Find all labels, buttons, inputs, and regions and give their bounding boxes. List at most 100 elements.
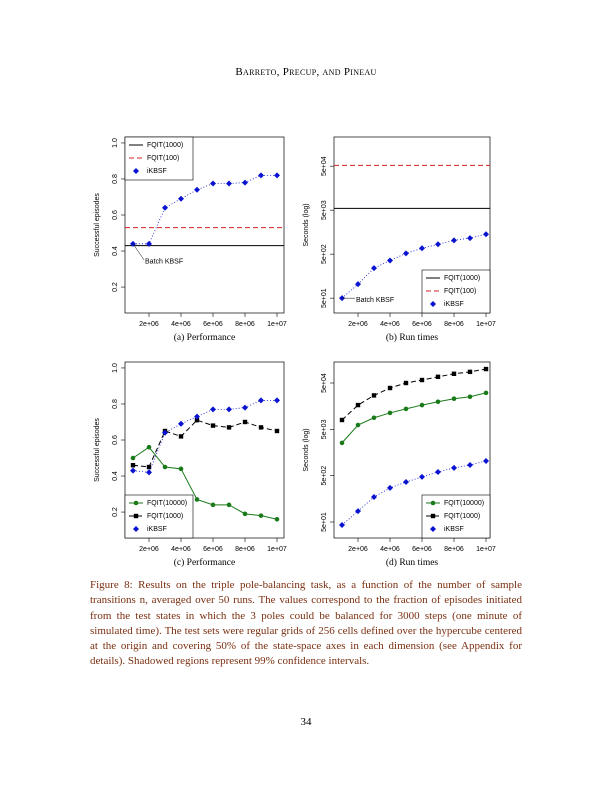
marker: [387, 257, 393, 264]
marker: [226, 502, 232, 508]
y-tick-label: 5e+01: [321, 288, 328, 308]
x-tick-label: 1e+07: [267, 321, 287, 328]
marker: [387, 385, 393, 391]
marker: [371, 265, 377, 272]
marker: [226, 406, 232, 413]
marker: [435, 399, 441, 405]
marker: [162, 429, 168, 436]
subcaption: (c) Performance: [174, 557, 235, 568]
legend-label: FQIT(1000): [147, 142, 183, 149]
marker: [355, 281, 361, 288]
marker: [194, 417, 200, 423]
series-line: [132, 419, 278, 468]
y-tick-label: 0.6: [112, 210, 119, 220]
marker: [403, 406, 409, 412]
marker: [162, 204, 168, 211]
marker: [242, 179, 248, 186]
y-axis-label: Seconds (log): [303, 203, 310, 246]
marker: [146, 444, 152, 450]
marker: [419, 402, 425, 408]
marker: [226, 425, 232, 430]
x-tick-label: 2e+06: [348, 321, 368, 328]
marker: [451, 237, 457, 244]
plot-frame: [333, 136, 491, 314]
legend-label: FQIT(10000): [444, 500, 484, 507]
marker: [403, 479, 409, 486]
marker: [355, 422, 361, 428]
marker: [274, 516, 280, 522]
marker: [355, 402, 361, 408]
marker: [242, 419, 248, 425]
y-tick-label: 5e+03: [321, 200, 328, 220]
legend-label: FQIT(10000): [147, 500, 187, 507]
figure-caption: Figure 8: Results on the triple pole-bal…: [90, 579, 522, 668]
legend-label: FQIT(1000): [444, 513, 480, 520]
marker: [178, 466, 184, 472]
y-tick-label: 0.8: [112, 174, 119, 184]
x-tick-label: 4e+06: [171, 546, 191, 553]
y-tick-label: 5e+04: [321, 373, 328, 393]
marker: [435, 241, 441, 248]
marker: [451, 464, 457, 471]
marker: [178, 195, 184, 202]
marker: [130, 467, 136, 474]
series-line: [132, 399, 277, 473]
marker: [178, 434, 184, 439]
x-tick-label: 1e+07: [476, 321, 496, 328]
x-tick-label: 4e+06: [380, 321, 400, 328]
x-tick-label: 8e+06: [444, 546, 464, 553]
marker: [242, 511, 248, 517]
marker: [133, 526, 139, 532]
annotation-pointer: [132, 243, 145, 260]
marker: [339, 440, 345, 446]
marker: [419, 473, 425, 480]
marker: [430, 513, 436, 519]
y-tick-label: 5e+03: [321, 419, 328, 439]
marker: [451, 371, 457, 377]
marker: [210, 180, 216, 187]
x-tick-label: 4e+06: [171, 321, 191, 328]
marker: [467, 369, 473, 375]
plot-frame: [124, 361, 285, 539]
x-tick-label: 8e+06: [235, 321, 255, 328]
marker: [258, 425, 264, 430]
marker: [339, 522, 345, 529]
series-line: [341, 392, 487, 444]
marker: [133, 513, 139, 519]
legend-label: iKBSF: [444, 301, 464, 308]
y-axis-label: Seconds (log): [303, 428, 310, 471]
y-tick-label: 5e+04: [321, 156, 328, 176]
y-tick-label: 1.0: [112, 138, 119, 148]
marker: [274, 397, 280, 404]
x-tick-label: 6e+06: [412, 321, 432, 328]
marker: [430, 500, 436, 506]
x-tick-label: 6e+06: [412, 546, 432, 553]
running-header: Barreto, Precup, and Pineau: [235, 66, 377, 78]
marker: [403, 380, 409, 386]
marker: [130, 463, 136, 468]
marker: [162, 464, 168, 470]
x-tick-label: 4e+06: [380, 546, 400, 553]
annotation: Batch KBSF: [356, 297, 394, 304]
marker: [435, 374, 441, 380]
legend-label: iKBSF: [147, 168, 167, 175]
marker: [419, 377, 425, 383]
marker: [258, 172, 264, 179]
marker: [178, 420, 184, 427]
x-tick-label: 2e+06: [139, 321, 159, 328]
marker: [274, 172, 280, 179]
marker: [430, 526, 436, 532]
marker: [194, 497, 200, 502]
y-axis-label: Successful episodes: [94, 418, 101, 482]
marker: [194, 413, 200, 420]
y-tick-label: 0.6: [112, 435, 119, 445]
annotation: Batch KBSF: [145, 259, 183, 266]
marker: [210, 502, 216, 508]
marker: [371, 415, 377, 421]
marker: [467, 462, 473, 469]
marker: [387, 410, 393, 416]
y-tick-label: 0.2: [112, 282, 119, 292]
y-tick-label: 0.2: [112, 507, 119, 517]
y-axis-label: Successful episodes: [94, 193, 101, 257]
series-line: [132, 446, 278, 520]
